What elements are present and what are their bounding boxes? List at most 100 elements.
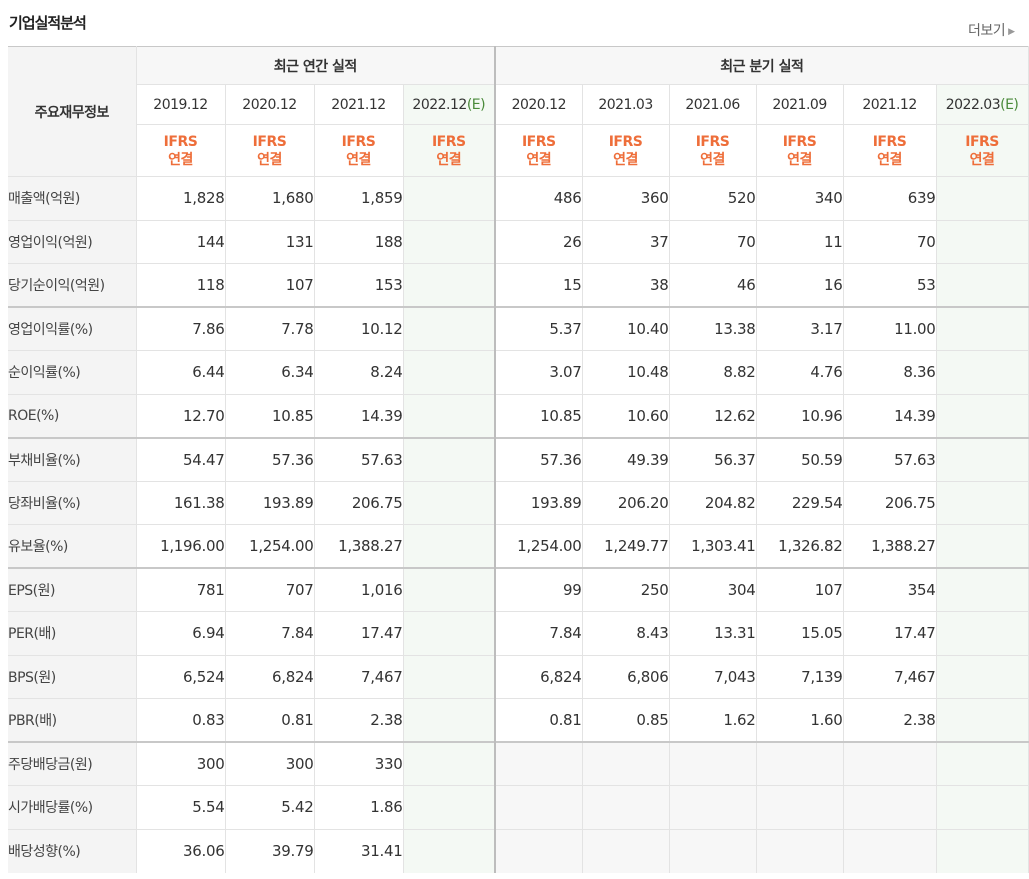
quarter-value-cell: 38 <box>581 263 670 307</box>
period-label: 2020.12 <box>511 96 567 113</box>
consolidated-label: 연결 <box>877 151 902 168</box>
quarter-value-cell <box>935 219 1029 264</box>
more-link[interactable]: 더보기 ▶ <box>968 20 1015 40</box>
quarter-value-cell: 1.60 <box>755 698 844 742</box>
ifrs-basis-header: IFRS 연결 <box>935 124 1029 177</box>
table-row: 당기순이익(억원) 118 107 153 15 38 46 16 53 <box>8 263 1029 307</box>
annual-value-cell: 1,828 <box>135 176 225 220</box>
quarter-value-cell <box>935 741 1029 786</box>
annual-value-cell <box>402 436 496 481</box>
ifrs-basis-header: IFRS 연결 <box>402 124 496 177</box>
annual-value-cell: 7.86 <box>135 306 225 351</box>
annual-value-cell: 1,680 <box>224 176 314 220</box>
annual-value-cell: 6.34 <box>224 350 314 394</box>
chevron-right-icon: ▶ <box>1008 27 1015 37</box>
quarter-group-header: 최근 분기 실적 <box>494 46 1029 85</box>
quarter-value-cell <box>935 306 1029 351</box>
annual-value-cell: 6,824 <box>224 654 314 699</box>
quarter-value-cell: 37 <box>581 219 670 264</box>
table-row: 영업이익(억원) 144 131 188 26 37 70 11 70 <box>8 219 1029 264</box>
annual-value-cell: 5.42 <box>224 785 314 829</box>
quarter-value-cell: 11 <box>755 219 844 264</box>
quarter-value-cell <box>581 785 670 829</box>
ifrs-label: IFRS <box>521 133 556 150</box>
quarter-value-cell <box>494 828 583 873</box>
quarter-value-cell: 1.62 <box>668 698 757 742</box>
quarter-value-cell <box>755 741 844 786</box>
annual-value-cell: 0.81 <box>224 698 314 742</box>
estimate-mark: (E) <box>1000 96 1019 113</box>
quarter-value-cell <box>935 480 1029 525</box>
section-title: 기업실적분석 <box>9 14 87 32</box>
ifrs-basis-header: IFRS 연결 <box>494 124 583 177</box>
annual-value-cell <box>402 263 496 307</box>
annual-value-cell <box>402 176 496 220</box>
annual-value-cell: 8.24 <box>313 350 403 394</box>
table-row: BPS(원) 6,524 6,824 7,467 6,824 6,806 7,043 7,13… <box>8 654 1029 699</box>
annual-value-cell <box>402 480 496 525</box>
ifrs-basis-header: IFRS 연결 <box>842 124 937 177</box>
period-label: 2021.03 <box>598 96 653 113</box>
table-row: 유보율(%) 1,196.00 1,254.00 1,388.27 1,254.00 1,… <box>8 524 1029 568</box>
quarter-value-cell: 11.00 <box>842 306 937 351</box>
ifrs-label: IFRS <box>163 133 198 150</box>
ifrs-basis-header: IFRS 연결 <box>224 124 314 177</box>
quarter-value-cell: 49.39 <box>581 436 670 481</box>
quarter-value-cell <box>668 828 757 873</box>
quarter-value-cell: 1,254.00 <box>494 524 583 568</box>
row-label: 부채비율(%) <box>8 436 137 481</box>
quarter-value-cell: 7.84 <box>494 611 583 655</box>
table-row: 배당성향(%) 36.06 39.79 31.41 <box>8 828 1029 873</box>
quarter-value-cell <box>668 785 757 829</box>
quarter-value-cell: 1,249.77 <box>581 524 670 568</box>
annual-value-cell: 10.85 <box>224 393 314 438</box>
quarter-value-cell: 0.81 <box>494 698 583 742</box>
consolidated-label: 연결 <box>969 151 995 168</box>
annual-value-cell: 7.78 <box>224 306 314 351</box>
annual-value-cell: 1,254.00 <box>224 524 314 568</box>
quarter-value-cell: 7,139 <box>755 654 844 699</box>
ifrs-label: IFRS <box>695 133 730 150</box>
ifrs-basis-header: IFRS 연결 <box>135 124 225 177</box>
annual-period-header: 2020.12 <box>224 84 314 125</box>
quarter-value-cell: 1,326.82 <box>755 524 844 568</box>
annual-value-cell: 330 <box>313 741 403 786</box>
annual-value-cell: 107 <box>224 263 314 307</box>
row-label: PBR(배) <box>8 698 137 742</box>
quarter-value-cell <box>935 698 1029 742</box>
ifrs-label: IFRS <box>252 133 287 150</box>
annual-value-cell <box>402 654 496 699</box>
table-row: PER(배) 6.94 7.84 17.47 7.84 8.43 13.31 15.05 17.… <box>8 611 1029 655</box>
annual-value-cell: 300 <box>224 741 314 786</box>
row-label: 배당성향(%) <box>8 828 137 873</box>
annual-value-cell: 39.79 <box>224 828 314 873</box>
quarter-value-cell <box>935 524 1029 568</box>
quarter-value-cell: 99 <box>494 567 583 612</box>
quarter-value-cell: 10.40 <box>581 306 670 351</box>
annual-value-cell: 5.54 <box>135 785 225 829</box>
quarter-value-cell: 250 <box>581 567 670 612</box>
period-label: 2021.12 <box>862 96 917 113</box>
period-label: 2020.12 <box>242 96 297 113</box>
quarter-value-cell: 486 <box>494 176 583 220</box>
quarter-value-cell: 107 <box>755 567 844 612</box>
quarter-value-cell: 14.39 <box>842 393 937 438</box>
annual-value-cell <box>402 219 496 264</box>
annual-value-cell: 2.38 <box>313 698 403 742</box>
quarter-value-cell <box>935 785 1029 829</box>
quarter-period-header: 2021.03 <box>581 84 670 125</box>
row-label: 유보율(%) <box>8 524 137 568</box>
quarter-value-cell: 2.38 <box>842 698 937 742</box>
annual-value-cell: 7,467 <box>313 654 403 699</box>
period-label: 2021.12 <box>331 96 386 113</box>
consolidated-label: 연결 <box>526 151 552 168</box>
row-label: 주당배당금(원) <box>8 741 137 786</box>
quarter-value-cell: 70 <box>842 219 937 264</box>
period-label: 2021.06 <box>685 96 740 113</box>
annual-value-cell: 12.70 <box>135 393 225 438</box>
ifrs-label: IFRS <box>608 133 643 150</box>
quarter-value-cell: 16 <box>755 263 844 307</box>
table-row: 영업이익률(%) 7.86 7.78 10.12 5.37 10.40 13.38 3.17 1… <box>8 306 1029 351</box>
quarter-value-cell <box>935 393 1029 438</box>
annual-period-header: 2019.12 <box>135 84 225 125</box>
